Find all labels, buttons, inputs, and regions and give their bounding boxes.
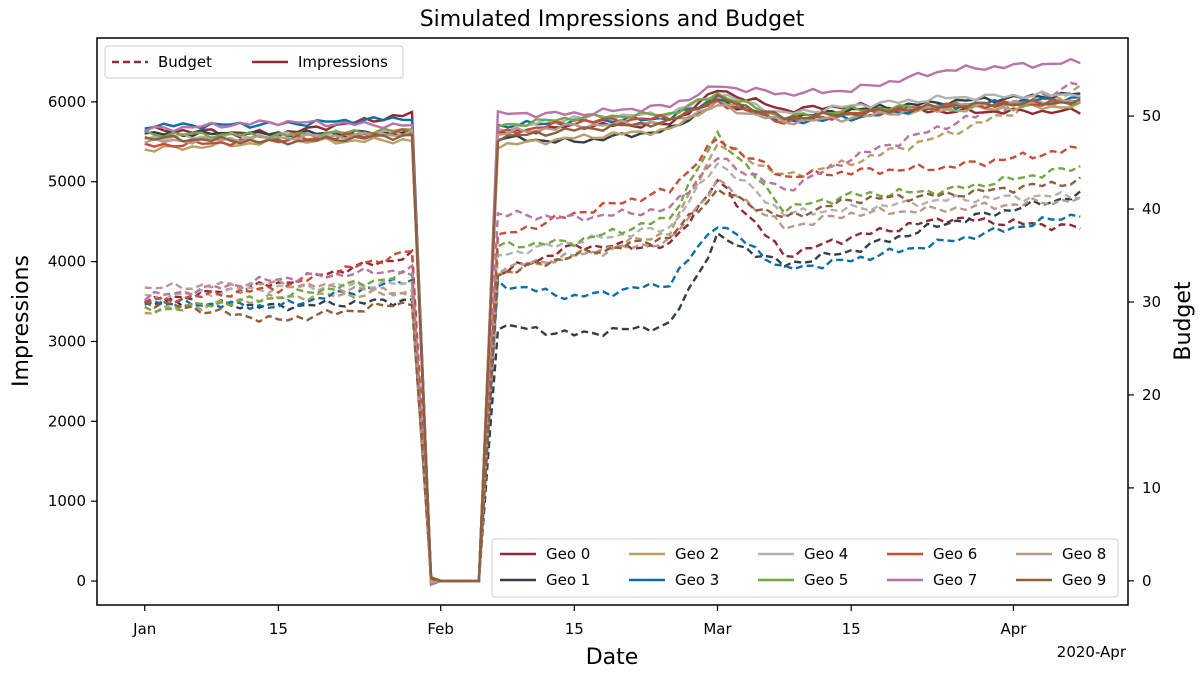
impressions-line-geo-5 [144,92,1081,583]
impressions-line-geo-6 [144,98,1081,583]
y-left-tick-label: 3000 [48,332,86,350]
budget-line-geo-7 [143,81,1081,586]
y-axis-label-left: Impressions [9,255,34,387]
y-right-tick-label: 40 [1142,200,1161,218]
axes-layer: Jan 15 Feb 15 Mar 15 Apr 0 1000 2000 3000 4000 5000 6… [48,93,1161,638]
x-tick-label: Mar [703,620,732,638]
geo-legend-label: Geo 2 [675,545,719,563]
y-right-tick-label: 20 [1142,386,1161,404]
impressions-line-geo-9 [144,93,1081,583]
y-right-tick-label: 0 [1142,572,1152,590]
x-tick-label: Feb [427,620,454,638]
x-tick-label: 15 [565,620,584,638]
geo-legend-label: Geo 7 [933,571,977,589]
geo-legend-label: Geo 0 [546,545,590,563]
geo-legend-label: Geo 8 [1062,545,1106,563]
budget-line-geo-9 [144,176,1082,582]
y-right-tick-label: 50 [1142,107,1161,125]
y-left-tick-label: 6000 [48,93,86,111]
impressions-line-geo-8 [144,99,1081,584]
y-left-tick-label: 0 [76,572,86,590]
geo-legend-label: Geo 4 [804,545,848,563]
impressions-line-geo-1 [144,91,1081,583]
geo-legend-label: Geo 9 [1062,571,1106,589]
budget-line-geo-5 [144,129,1081,582]
geo-legend: Geo 0 Geo 1 Geo 2 Geo 3 Geo 4 Geo 5 Geo 6 Geo 7… [491,538,1119,598]
x-tick-label: 15 [269,620,288,638]
impressions-line-geo-4 [144,90,1081,583]
budget-line-geo-2 [144,84,1081,582]
y-left-tick-label: 4000 [48,253,86,271]
y-axis-label-right: Budget [1171,281,1196,361]
y-left-tick-label: 5000 [48,173,86,191]
y-right-tick-label: 10 [1142,479,1161,497]
budget-line-geo-3 [144,213,1081,584]
chart-title: Simulated Impressions and Budget [420,7,805,32]
y-right-tick-label: 30 [1142,293,1161,311]
x-axis-label: Date [586,645,639,670]
style-legend-label: Impressions [298,53,388,71]
series-layer [143,57,1082,587]
style-legend-label: Budget [158,53,212,71]
budget-line-geo-8 [144,176,1081,582]
x-offset-label: 2020-Apr [1057,643,1127,661]
plot-area-frame [96,37,1129,606]
geo-legend-label: Geo 3 [675,571,719,589]
y-left-tick-label: 2000 [48,412,86,430]
style-legend: Budget Impressions [104,45,404,79]
geo-legend-label: Geo 5 [804,571,848,589]
impressions-line-geo-7 [144,57,1081,587]
geo-legend-label: Geo 6 [933,545,977,563]
series-group [143,57,1082,587]
budget-line-geo-1 [144,190,1082,582]
x-tick-label: 15 [842,620,861,638]
x-tick-label: Jan [132,620,156,638]
impressions-line-geo-2 [144,97,1081,583]
impressions-line-geo-0 [144,89,1081,587]
y-left-tick-label: 1000 [48,492,86,510]
geo-legend-label: Geo 1 [546,571,590,589]
budget-line-geo-6 [144,137,1081,586]
x-tick-label: Apr [1000,620,1027,638]
